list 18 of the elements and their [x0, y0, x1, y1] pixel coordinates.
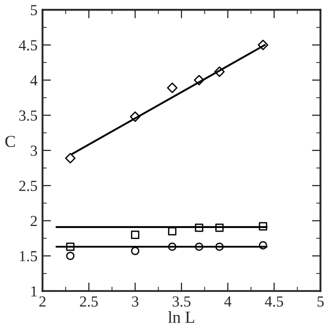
x-tick-label: 4	[224, 296, 232, 306]
y-tick-label: 4	[30, 75, 38, 86]
y-tick-label: 2.5	[19, 180, 38, 192]
x-tick-label: 3	[132, 296, 138, 307]
y-tick-label: 3.5	[19, 110, 38, 121]
y-tick-label: 4.5	[18, 40, 38, 50]
y-tick-label: 5	[30, 5, 38, 16]
x-tick-label: 2.5	[80, 296, 98, 307]
y-tick-label: 2	[30, 216, 37, 226]
y-axis-title: C	[5, 136, 15, 148]
y-tick-label: 1	[31, 286, 37, 296]
x-tick-label: 2	[39, 296, 46, 306]
x-axis-title: ln L	[168, 311, 194, 323]
y-tick-label: 1.5	[20, 251, 38, 262]
x-tick-label: 4.5	[264, 296, 284, 307]
x-tick-label: 5	[318, 296, 324, 307]
y-tick-label: 3	[30, 146, 38, 156]
x-tick-label: 3.5	[172, 296, 190, 307]
